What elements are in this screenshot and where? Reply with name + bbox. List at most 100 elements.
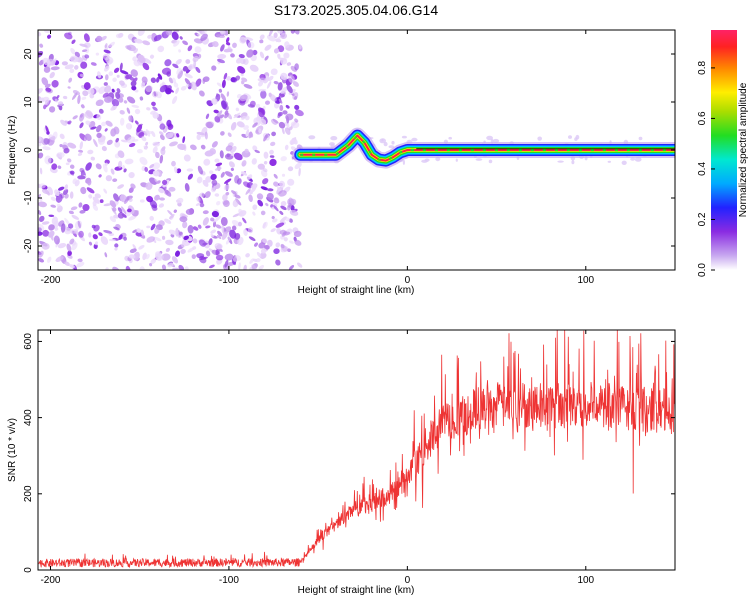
spectrogram-noise-blob	[230, 152, 235, 157]
spectrogram-noise-blob	[140, 82, 146, 88]
spectrogram-noise-blob	[63, 189, 69, 195]
spectrogram-noise-blob	[172, 63, 179, 69]
spectrogram-noise-blob	[165, 88, 172, 95]
spectrogram-noise-blob	[279, 210, 284, 215]
spectrogram-noise-blob	[152, 146, 158, 154]
spectrogram-noise-blob	[66, 158, 72, 163]
spectrogram-noise-blob	[277, 53, 281, 59]
spectrogram-noise-blob	[44, 99, 50, 106]
figure-title: S173.2025.305.04.06.G14	[274, 2, 438, 18]
spectrogram-noise-blob	[120, 139, 128, 143]
spectrogram-noise-blob	[224, 112, 229, 119]
spectrogram-y-label: Frequency (Hz)	[7, 116, 18, 185]
spectrogram-noise-blob	[177, 202, 182, 207]
spectrogram-noise-blob	[283, 52, 290, 59]
spectrogram-noise-blob	[230, 77, 238, 83]
spectrogram-noise-blob	[123, 168, 127, 173]
spectrogram-noise-blob	[199, 203, 205, 208]
spectrogram-noise-blob	[240, 171, 248, 176]
spectrogram-noise-blob	[115, 91, 121, 100]
spectrogram-noise-blob	[286, 84, 293, 94]
spectrogram-noise-blob	[286, 62, 292, 66]
spectrogram-noise-blob	[117, 184, 125, 189]
spectrogram-noise-blob	[287, 178, 295, 186]
spectrogram-noise-blob	[280, 200, 287, 207]
spectrogram-noise-blob	[43, 138, 50, 145]
spectrogram-noise-blob	[98, 86, 106, 94]
spectrogram-noise-blob	[49, 71, 55, 79]
spectrogram-noise-blob	[99, 199, 104, 203]
spectrogram-noise-blob	[114, 141, 121, 148]
spectrogram-noise-blob	[167, 262, 174, 268]
spectrogram-noise-blob	[221, 224, 226, 235]
spectrogram-noise-blob	[106, 139, 113, 146]
spectrogram-noise-blob	[103, 203, 112, 207]
spectrogram-x-tick-label: -200	[40, 275, 60, 286]
spectrogram-noise-blob	[164, 59, 172, 67]
spectrogram-noise-blob	[172, 267, 181, 270]
spectrogram-noise-blob	[216, 58, 226, 64]
spectrogram-y-tick-label: 10	[23, 96, 34, 108]
spectrogram-y-tick-label: 20	[23, 48, 34, 60]
spectrogram-noise-blob	[258, 88, 267, 92]
spectrogram-noise-blob	[224, 171, 233, 177]
spectrogram-noise-blob	[71, 242, 78, 251]
spectrogram-noise-blob	[231, 225, 237, 231]
spectrogram-noise-blob	[260, 90, 267, 99]
spectrogram-noise-blob	[74, 65, 79, 70]
spectrogram-noise-blob	[267, 75, 274, 82]
spectrogram-noise-blob	[486, 135, 493, 141]
spectrogram-noise-blob	[215, 162, 223, 167]
colorbar: 0.0 0.2 0.4 0.6 0.8 Normalized spectral ampl…	[697, 30, 749, 277]
spectrogram-x-label: Height of straight line (km)	[298, 285, 415, 296]
spectrogram-noise-blob	[175, 227, 179, 237]
spectrogram-noise-blob	[282, 230, 287, 237]
spectrogram-noise-blob	[266, 81, 272, 89]
spectrogram-noise-blob	[103, 49, 111, 54]
spectrogram-noise-blob	[258, 108, 266, 118]
spectrogram-noise-blob	[60, 223, 66, 233]
spectrogram-noise-blob	[90, 156, 95, 161]
spectrogram-noise-blob	[117, 160, 123, 169]
spectrogram-noise-blob	[124, 158, 134, 165]
spectrogram-noise-blob	[222, 200, 230, 208]
spectrogram-noise-blob	[38, 136, 42, 143]
spectrogram-noise-blob	[233, 112, 241, 119]
spectrogram-noise-blob	[289, 209, 299, 216]
spectrogram-noise-blob	[273, 181, 279, 187]
spectrogram-noise-blob	[143, 145, 148, 150]
spectrogram-noise-blob	[41, 189, 49, 195]
spectrogram-noise-blob	[76, 261, 85, 268]
spectrogram-noise-blob	[246, 49, 254, 58]
spectrogram-noise-blob	[248, 194, 253, 202]
spectrogram-noise-blob	[257, 77, 267, 82]
spectrogram-noise-blob	[260, 186, 269, 191]
spectrogram-noise-blob	[216, 82, 223, 87]
spectrogram-noise-blob	[259, 51, 265, 59]
spectrogram-noise-blob	[149, 263, 153, 267]
spectrogram-noise-blob	[280, 243, 285, 249]
spectrogram-noise-blob	[282, 110, 288, 115]
spectrogram-noise-blob	[187, 225, 194, 234]
spectrogram-noise-blob	[273, 48, 280, 54]
spectrogram-noise-blob	[280, 205, 287, 211]
spectrogram-noise-blob	[244, 115, 250, 121]
spectrogram-noise-blob	[388, 145, 395, 149]
spectrogram-noise-blob	[232, 257, 238, 262]
spectrogram-noise-blob	[252, 145, 258, 151]
spectrogram-noise-blob	[285, 104, 290, 109]
spectrogram-noise-blob	[173, 40, 180, 47]
spectrogram-noise-blob	[294, 109, 304, 117]
spectrogram-noise-blob	[196, 134, 201, 141]
spectrogram-noise-blob	[126, 107, 131, 114]
spectrogram-noise-blob	[67, 142, 77, 149]
spectrogram-noise-blob	[275, 36, 281, 43]
spectrogram-noise-blob	[64, 32, 73, 40]
spectrogram-noise-blob	[208, 264, 215, 269]
spectrogram-noise-blob	[168, 77, 174, 84]
spectrogram-noise-blob	[211, 179, 218, 186]
spectrogram-noise-blob	[44, 155, 52, 165]
spectrogram-noise-blob	[68, 77, 73, 83]
